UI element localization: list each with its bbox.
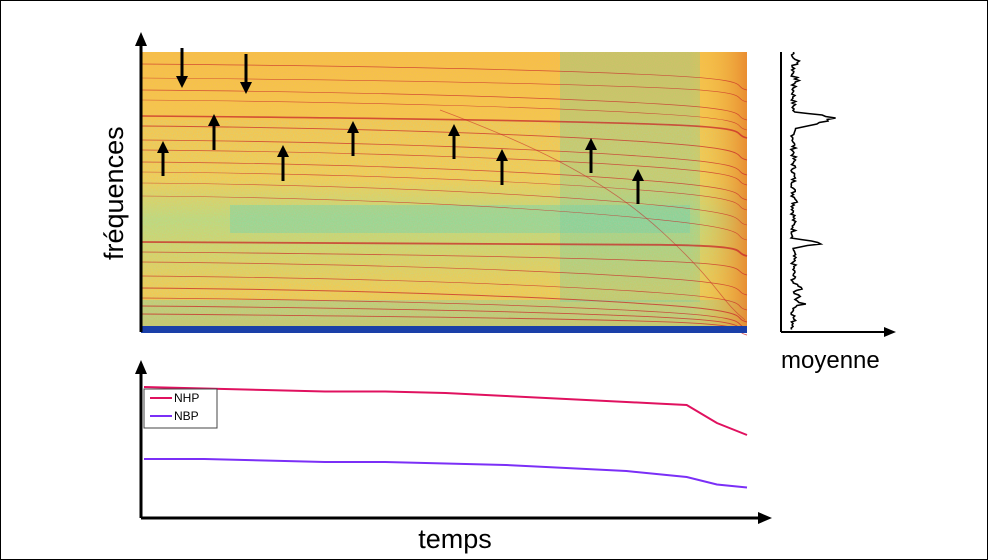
spectrogram-axes <box>135 32 147 332</box>
spectrogram-edge <box>690 52 747 332</box>
series-line-nhp <box>143 386 748 436</box>
up-arrow-icon <box>632 169 644 204</box>
harmonic-line <box>439 109 746 321</box>
harmonic-line <box>140 275 748 311</box>
legend-label-nhp: NHP <box>174 391 199 405</box>
harmonic-line <box>140 251 748 276</box>
series-line-nbp <box>144 458 748 489</box>
x-axis-label: temps <box>418 524 492 554</box>
harmonic-line <box>140 89 748 121</box>
y-axis-label: fréquences <box>99 126 129 260</box>
harmonic-line <box>140 149 748 186</box>
spectrogram-floor <box>141 326 747 333</box>
harmonic-line <box>140 63 748 91</box>
harmonic-line <box>140 77 748 103</box>
legend-label-nbp: NBP <box>174 409 199 423</box>
harmonic-line <box>140 99 748 131</box>
harmonic-line <box>140 305 748 333</box>
bottom-chart: NHP NBP <box>135 360 772 524</box>
harmonic-line <box>140 171 748 211</box>
x-axis-arrowhead <box>758 512 772 524</box>
harmonic-line <box>140 297 748 329</box>
harmonic-line <box>140 182 748 226</box>
arrow-markers <box>157 48 644 204</box>
up-arrow-icon <box>448 124 460 159</box>
mean-label: moyenne <box>781 347 880 374</box>
legend-box <box>143 388 218 429</box>
legend: NHP NBP <box>143 388 218 429</box>
harmonic-line <box>140 241 748 257</box>
up-arrow-icon <box>208 114 220 150</box>
harmonic-line <box>140 125 748 161</box>
up-arrow-icon <box>496 149 508 185</box>
harmonic-line <box>140 115 748 139</box>
mean-x-arrowhead <box>884 327 896 337</box>
harmonic-line <box>140 161 748 201</box>
harmonic-line <box>140 261 748 296</box>
harmonic-line <box>140 139 748 176</box>
spectrogram-harmonics <box>140 63 748 336</box>
spectrogram <box>140 52 748 336</box>
up-arrow-icon <box>347 121 359 156</box>
down-arrow-icon <box>240 54 252 94</box>
bottom-y-arrowhead <box>135 360 147 374</box>
harmonic-line <box>140 287 748 323</box>
series-lines <box>143 386 748 489</box>
mean-profile-line <box>789 51 836 330</box>
mean-panel <box>780 51 896 337</box>
up-arrow-icon <box>585 138 597 173</box>
down-arrow-icon <box>176 48 188 88</box>
y-axis-arrowhead <box>135 32 147 46</box>
spectrogram-noise <box>141 120 747 320</box>
harmonic-line <box>140 195 748 241</box>
up-arrow-icon <box>157 141 169 176</box>
up-arrow-icon <box>277 145 289 181</box>
